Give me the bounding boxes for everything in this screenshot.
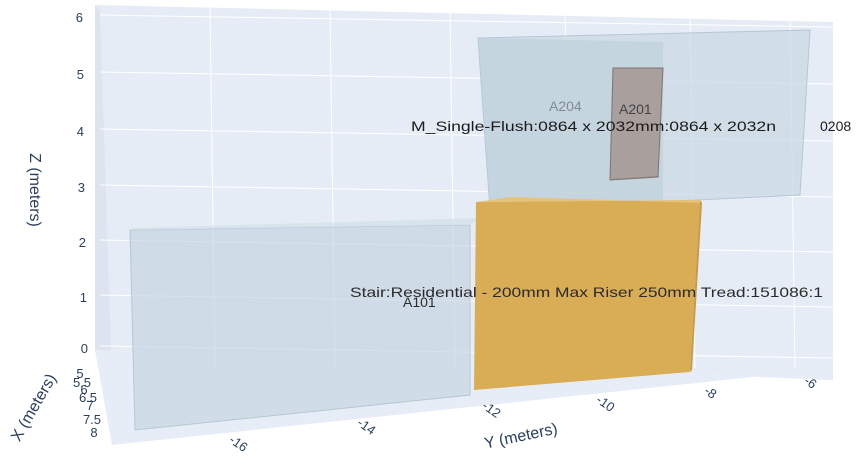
z-tick-label: 4 <box>77 124 84 139</box>
label-a101: A101 <box>403 294 436 310</box>
x-tick-label: 5.5 <box>73 375 91 390</box>
z-tick-label: 6 <box>76 10 83 25</box>
label-door-suffix: 0208 <box>820 118 851 134</box>
x-tick-label: 6 <box>80 382 87 397</box>
door-element[interactable] <box>609 67 664 181</box>
x-axis-ticks: 55.566.577.58 <box>73 366 101 440</box>
z-tick-label: 3 <box>78 180 85 195</box>
label-a201: A201 <box>619 101 652 117</box>
z-tick-label: 1 <box>80 290 87 305</box>
z-gridline <box>99 14 834 28</box>
x-axis-title: X (meters) <box>8 371 60 444</box>
z-tick-label: 5 <box>77 67 84 82</box>
x-tick-label: 6.5 <box>79 390 97 405</box>
z-tick-label: 0 <box>81 341 88 356</box>
y-axis-title: Y (meters) <box>483 421 559 453</box>
z-axis-ticks: 0 1 2 3 4 5 6 <box>76 10 88 356</box>
y-tick-label: -10 <box>594 392 618 415</box>
x-tick-label: 7 <box>86 398 93 413</box>
label-door: M_Single-Flush:0864 x 2032mm:0864 x 2032… <box>411 118 776 134</box>
y-tick-label: -8 <box>702 383 720 402</box>
x-tick-label: 7.5 <box>83 412 101 427</box>
y-tick-label: -16 <box>227 432 251 455</box>
x-tick-label: 8 <box>90 425 97 440</box>
x-tick-label: 5 <box>76 366 83 381</box>
z-axis-title: Z (meters) <box>26 153 43 227</box>
z-tick-label: 2 <box>79 235 86 250</box>
stair-element[interactable] <box>474 197 702 390</box>
left-wall <box>95 5 114 445</box>
label-a204: A204 <box>549 98 582 114</box>
room-a101[interactable] <box>129 218 480 431</box>
label-stair: Stair:Residential - 200mm Max Riser 250m… <box>350 284 823 300</box>
